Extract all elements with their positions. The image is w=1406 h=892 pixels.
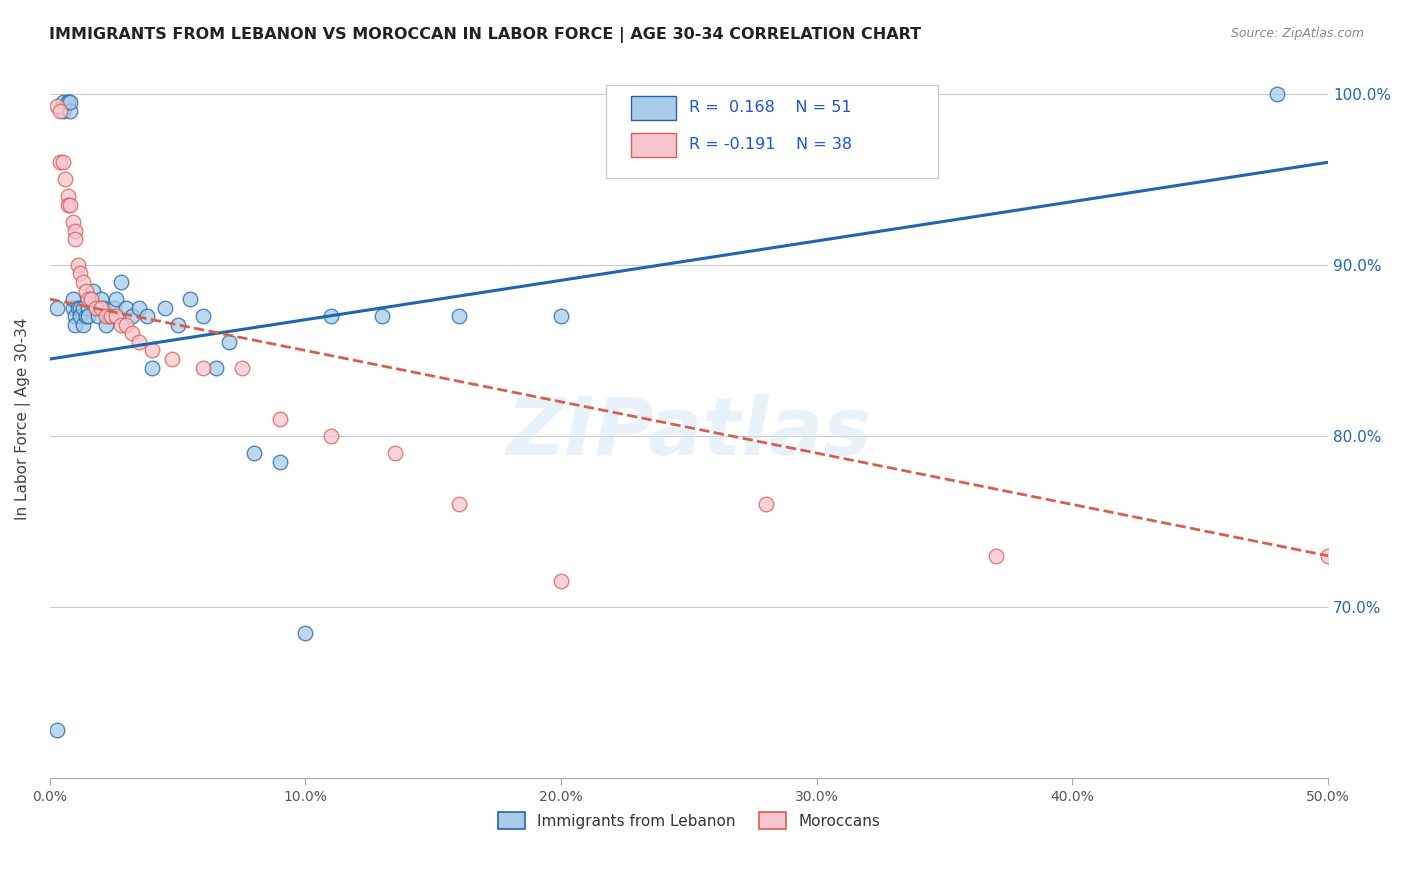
Point — [46, 99, 69, 113]
Point — [162, 351, 184, 366]
Point — [115, 318, 138, 332]
Point — [550, 310, 572, 324]
Point — [97, 310, 120, 324]
Point — [79, 292, 101, 306]
Point — [82, 284, 104, 298]
Point — [128, 334, 150, 349]
Point — [269, 455, 291, 469]
Point — [51, 103, 73, 118]
Point — [46, 301, 69, 315]
Point — [94, 310, 117, 324]
Point — [319, 429, 342, 443]
Point — [77, 292, 100, 306]
Text: ZIPatlas: ZIPatlas — [506, 394, 872, 472]
Point — [72, 275, 94, 289]
Point — [1317, 549, 1340, 563]
Point — [69, 267, 91, 281]
Point — [100, 310, 122, 324]
Point — [447, 310, 470, 324]
Y-axis label: In Labor Force | Age 30-34: In Labor Force | Age 30-34 — [15, 318, 31, 520]
Point — [110, 318, 132, 332]
Text: IMMIGRANTS FROM LEBANON VS MOROCCAN IN LABOR FORCE | AGE 30-34 CORRELATION CHART: IMMIGRANTS FROM LEBANON VS MOROCCAN IN L… — [49, 27, 921, 43]
Point — [75, 284, 97, 298]
Point — [550, 574, 572, 589]
Point — [65, 318, 87, 332]
Point — [371, 310, 394, 324]
Point — [231, 360, 253, 375]
Point — [62, 301, 84, 315]
Point — [294, 625, 316, 640]
Point — [65, 310, 87, 324]
Point — [269, 412, 291, 426]
Point — [46, 723, 69, 738]
Point — [62, 215, 84, 229]
Point — [56, 189, 79, 203]
Point — [105, 310, 128, 324]
Point — [53, 172, 76, 186]
Text: R = -0.191    N = 38: R = -0.191 N = 38 — [689, 136, 852, 152]
Point — [191, 310, 214, 324]
Point — [56, 198, 79, 212]
Point — [51, 95, 73, 110]
Point — [66, 258, 89, 272]
Point — [77, 301, 100, 315]
Point — [94, 318, 117, 332]
Point — [205, 360, 228, 375]
Point — [755, 498, 778, 512]
Point — [84, 301, 107, 315]
Point — [62, 292, 84, 306]
Point — [72, 301, 94, 315]
Point — [1265, 87, 1288, 101]
Point — [59, 95, 82, 110]
Point — [56, 95, 79, 110]
Point — [105, 292, 128, 306]
Point — [69, 310, 91, 324]
Point — [93, 301, 115, 315]
Point — [141, 343, 163, 358]
Point — [49, 155, 72, 169]
Point — [135, 310, 157, 324]
Point — [59, 103, 82, 118]
FancyBboxPatch shape — [606, 85, 938, 178]
Point — [166, 318, 188, 332]
Point — [59, 198, 82, 212]
Point — [179, 292, 201, 306]
Point — [79, 292, 101, 306]
Legend: Immigrants from Lebanon, Moroccans: Immigrants from Lebanon, Moroccans — [492, 806, 886, 835]
Point — [84, 301, 107, 315]
Point — [56, 95, 79, 110]
Point — [115, 301, 138, 315]
FancyBboxPatch shape — [631, 96, 676, 120]
Point — [69, 301, 91, 315]
Point — [141, 360, 163, 375]
Point — [319, 310, 342, 324]
Point — [87, 310, 110, 324]
Point — [49, 103, 72, 118]
Point — [51, 155, 73, 169]
Point — [90, 301, 112, 315]
Point — [77, 310, 100, 324]
Point — [66, 301, 89, 315]
Point — [243, 446, 266, 460]
Point — [103, 301, 125, 315]
Text: Source: ZipAtlas.com: Source: ZipAtlas.com — [1230, 27, 1364, 40]
Point — [90, 292, 112, 306]
Point — [75, 310, 97, 324]
FancyBboxPatch shape — [631, 133, 676, 157]
Point — [128, 301, 150, 315]
Point — [384, 446, 406, 460]
Point — [121, 310, 143, 324]
Point — [121, 326, 143, 341]
Point — [447, 498, 470, 512]
Point — [218, 334, 240, 349]
Point — [65, 232, 87, 246]
Point — [153, 301, 176, 315]
Point — [984, 549, 1007, 563]
Text: R =  0.168    N = 51: R = 0.168 N = 51 — [689, 100, 852, 115]
Point — [65, 224, 87, 238]
Point — [72, 318, 94, 332]
Point — [79, 292, 101, 306]
Point — [191, 360, 214, 375]
Point — [110, 275, 132, 289]
